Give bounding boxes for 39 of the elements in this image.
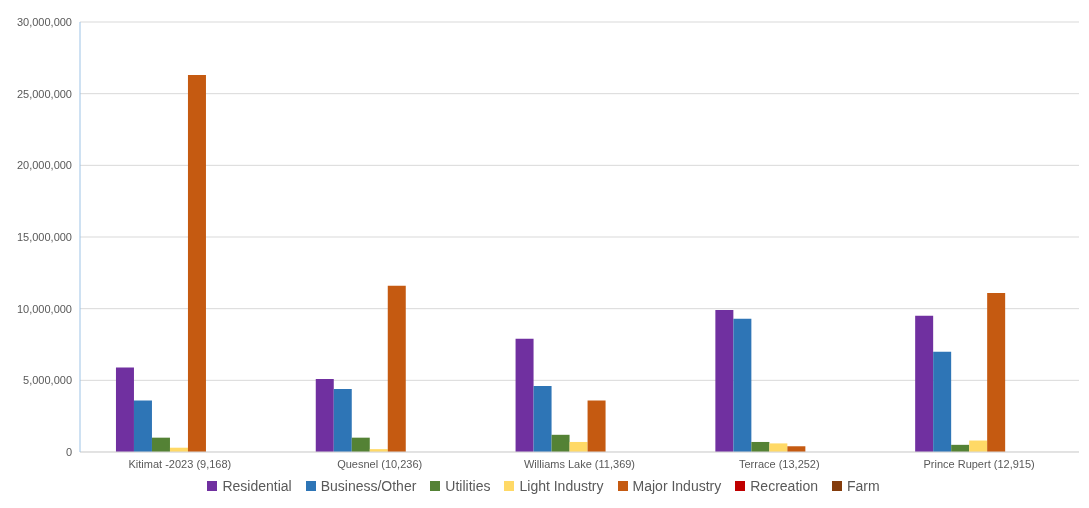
bar (151, 437, 170, 452)
y-tick-label: 15,000,000 (16, 230, 72, 243)
bar (333, 388, 352, 452)
bar (915, 315, 934, 452)
bar (133, 400, 152, 452)
bar (715, 310, 734, 452)
bar (115, 367, 134, 452)
legend-label: Light Industry (518, 478, 604, 494)
y-tick-label: 30,000,000 (16, 15, 72, 28)
y-tick-label: 25,000,000 (16, 87, 72, 100)
x-tick-label: Kitimat -2023 (9,168) (128, 457, 232, 470)
y-tick-label: 10,000,000 (16, 302, 72, 315)
y-tick-label: 0 (65, 445, 72, 458)
legend-label: Major Industry (631, 478, 722, 494)
legend-label: Farm (845, 478, 880, 494)
y-tick-label: 5,000,000 (23, 374, 72, 387)
bar (769, 443, 788, 452)
bar (751, 441, 770, 452)
legend-label: Business/Other (319, 478, 417, 494)
bar (515, 338, 534, 452)
legend-label: Recreation (749, 478, 818, 494)
x-tick-label: Prince Rupert (12,915) (923, 457, 1035, 470)
bar (733, 318, 752, 452)
bar (351, 437, 370, 452)
bar (187, 75, 206, 452)
bar (933, 351, 952, 452)
x-tick-label: Quesnel (10,236) (337, 457, 423, 470)
bar (315, 378, 334, 452)
bar (551, 434, 570, 452)
bar (587, 400, 606, 452)
x-tick-label: Williams Lake (11,369) (523, 457, 636, 470)
x-tick-label: Terrace (13,252) (738, 457, 820, 470)
bar (987, 292, 1006, 452)
bar (387, 285, 406, 452)
y-tick-label: 20,000,000 (16, 159, 72, 172)
legend-label: Residential (221, 478, 292, 494)
bar (569, 441, 588, 452)
bar (533, 386, 552, 452)
legend-label: Utilities (444, 478, 491, 494)
